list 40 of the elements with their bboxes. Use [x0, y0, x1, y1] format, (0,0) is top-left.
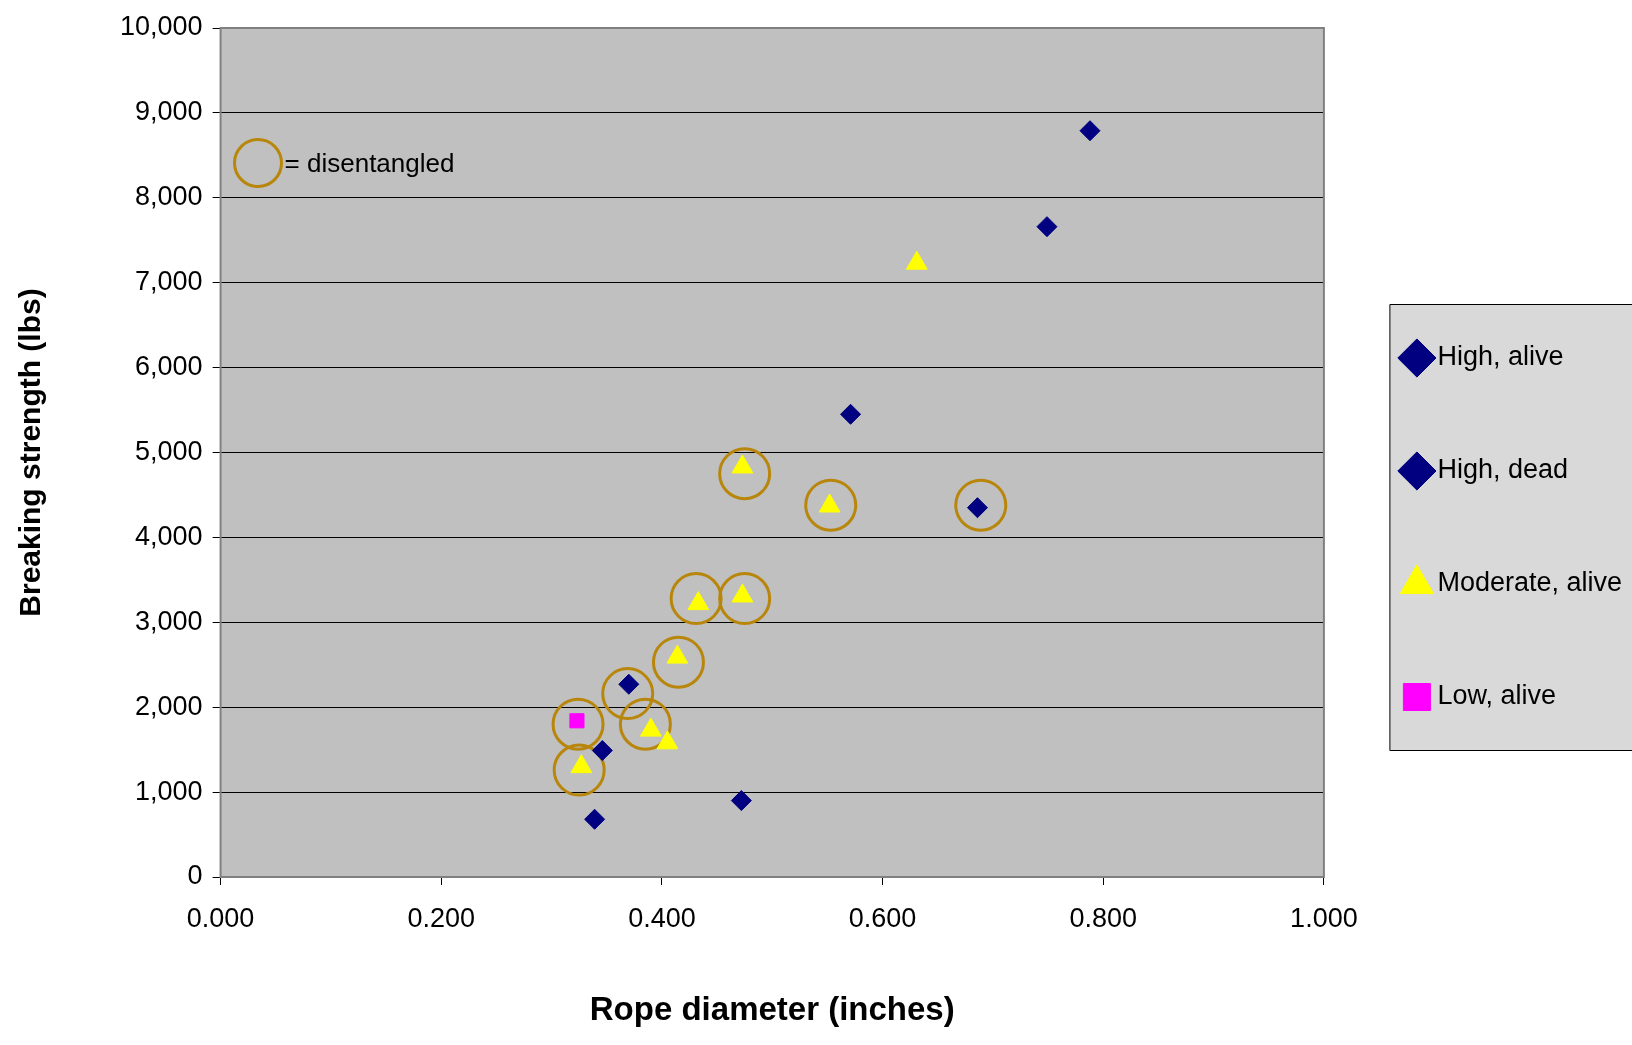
point	[804, 478, 858, 532]
x-tick-label: 0.200	[407, 902, 476, 933]
legend-label: High, alive	[1437, 341, 1564, 372]
y-tick-label: 5,000	[135, 435, 203, 466]
point	[618, 697, 672, 751]
annotation: = disentangled	[284, 148, 455, 179]
legend-label: High, dead	[1437, 454, 1569, 485]
y-tick-label: 8,000	[135, 181, 203, 212]
y-tick-label: 0	[187, 860, 203, 891]
y-tick-label: 3,000	[135, 605, 203, 636]
point	[718, 572, 772, 626]
point	[591, 740, 613, 761]
point	[601, 667, 655, 721]
x-tick-label: 1.000	[1290, 902, 1358, 933]
y-axis-title: Breaking strength (lbs)	[13, 288, 47, 617]
x-tick-label: 0.600	[848, 902, 917, 933]
point	[718, 447, 772, 501]
y-tick-label: 1,000	[135, 775, 203, 806]
y-tick-label: 4,000	[135, 520, 203, 551]
legend-label: Low, alive	[1437, 680, 1556, 711]
x-axis-title: Rope diameter (inches)	[589, 990, 955, 1028]
point	[954, 478, 1008, 532]
point	[584, 808, 606, 830]
point	[551, 697, 605, 751]
point	[552, 743, 606, 797]
point	[1036, 216, 1058, 238]
y-tick-label: 2,000	[135, 690, 203, 721]
point	[840, 403, 862, 425]
y-tick-label: 10,000	[119, 11, 203, 42]
point	[669, 572, 723, 626]
y-tick-label: 6,000	[135, 351, 203, 382]
y-tick-label: 7,000	[135, 266, 203, 297]
point	[1079, 120, 1101, 142]
x-tick-label: 0.400	[628, 902, 696, 933]
y-tick-label: 9,000	[135, 96, 203, 127]
x-tick-label: 0.000	[186, 902, 255, 933]
point	[730, 790, 752, 812]
point	[651, 635, 705, 689]
x-tick-label: 0.800	[1069, 902, 1138, 933]
legend-label: Moderate, alive	[1437, 567, 1623, 598]
